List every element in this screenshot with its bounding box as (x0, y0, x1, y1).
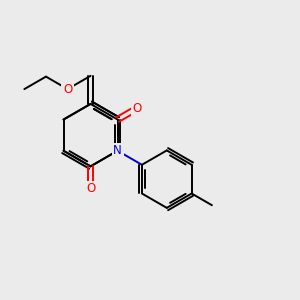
Text: O: O (63, 82, 72, 96)
Text: O: O (132, 102, 142, 115)
Text: N: N (113, 144, 122, 157)
Text: O: O (86, 182, 95, 195)
